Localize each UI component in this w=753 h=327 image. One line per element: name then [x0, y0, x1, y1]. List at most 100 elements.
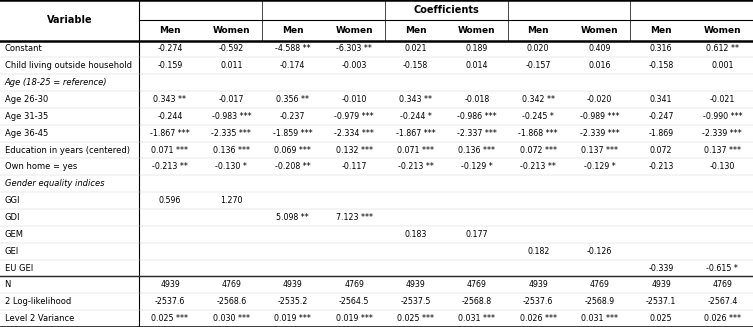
Text: -0.213 **: -0.213 ** — [398, 163, 434, 171]
Text: 0.136 ***: 0.136 *** — [213, 146, 250, 155]
Text: 0.019 ***: 0.019 *** — [336, 314, 373, 323]
Text: -2537.5: -2537.5 — [401, 297, 431, 306]
Text: -0.021: -0.021 — [709, 95, 735, 104]
Text: 0.409: 0.409 — [588, 44, 611, 54]
Text: -2535.2: -2535.2 — [278, 297, 308, 306]
Text: 7.123 ***: 7.123 *** — [336, 213, 373, 222]
Text: 0.071 ***: 0.071 *** — [397, 146, 434, 155]
Text: 0.031 ***: 0.031 *** — [459, 314, 495, 323]
Text: -0.244 *: -0.244 * — [400, 112, 431, 121]
Text: Men: Men — [527, 26, 549, 35]
Text: 0.026 ***: 0.026 *** — [520, 314, 556, 323]
Text: 4769: 4769 — [221, 280, 241, 289]
Text: Coefficients: Coefficients — [413, 5, 479, 15]
Text: Constant: Constant — [5, 44, 42, 54]
Text: EU GEI: EU GEI — [5, 264, 33, 272]
Text: Level 2 Variance: Level 2 Variance — [5, 314, 74, 323]
Text: 0.011: 0.011 — [220, 61, 242, 70]
Text: -2.339 ***: -2.339 *** — [703, 129, 742, 138]
Text: -4.588 **: -4.588 ** — [275, 44, 310, 54]
Text: -1.859 ***: -1.859 *** — [273, 129, 312, 138]
Text: GDI: GDI — [5, 213, 20, 222]
Text: 0.025: 0.025 — [650, 314, 672, 323]
Text: -0.003: -0.003 — [341, 61, 367, 70]
Text: -0.174: -0.174 — [280, 61, 306, 70]
Text: 4939: 4939 — [160, 280, 180, 289]
Text: -0.983 ***: -0.983 *** — [212, 112, 252, 121]
Text: -0.126: -0.126 — [587, 247, 612, 256]
Text: Women: Women — [703, 26, 741, 35]
Text: Age 36-45: Age 36-45 — [5, 129, 47, 138]
Text: 0.001: 0.001 — [711, 61, 733, 70]
Text: -0.130: -0.130 — [709, 163, 735, 171]
Text: -0.129 *: -0.129 * — [461, 163, 492, 171]
Text: Education in years (centered): Education in years (centered) — [5, 146, 130, 155]
Text: -0.213 **: -0.213 ** — [520, 163, 556, 171]
Text: -2568.9: -2568.9 — [584, 297, 614, 306]
Text: -0.274: -0.274 — [157, 44, 183, 54]
Text: 0.072 ***: 0.072 *** — [520, 146, 556, 155]
Text: 0.177: 0.177 — [465, 230, 488, 239]
Text: -1.867 ***: -1.867 *** — [150, 129, 190, 138]
Text: Men: Men — [650, 26, 672, 35]
Text: 0.137 ***: 0.137 *** — [704, 146, 741, 155]
Text: -0.018: -0.018 — [464, 95, 489, 104]
Text: -0.117: -0.117 — [341, 163, 367, 171]
Text: Variable: Variable — [47, 15, 93, 25]
Text: -1.869: -1.869 — [648, 129, 673, 138]
Text: -0.129 *: -0.129 * — [584, 163, 615, 171]
Text: -0.339: -0.339 — [648, 264, 674, 272]
Text: 0.025 ***: 0.025 *** — [151, 314, 188, 323]
Text: -2567.4: -2567.4 — [707, 297, 737, 306]
Text: 0.020: 0.020 — [527, 44, 550, 54]
Text: Women: Women — [458, 26, 495, 35]
Text: 4769: 4769 — [467, 280, 486, 289]
Text: -0.010: -0.010 — [341, 95, 367, 104]
Text: 0.343 **: 0.343 ** — [154, 95, 187, 104]
Text: -0.158: -0.158 — [648, 61, 674, 70]
Text: 4939: 4939 — [529, 280, 548, 289]
Text: -2537.6: -2537.6 — [155, 297, 185, 306]
Text: 0.356 **: 0.356 ** — [276, 95, 309, 104]
Text: 5.098 **: 5.098 ** — [276, 213, 309, 222]
Text: 0.132 ***: 0.132 *** — [336, 146, 373, 155]
Text: -0.159: -0.159 — [157, 61, 183, 70]
Text: Age 31-35: Age 31-35 — [5, 112, 47, 121]
Text: -2.337 ***: -2.337 *** — [457, 129, 497, 138]
Text: -1.868 ***: -1.868 *** — [518, 129, 558, 138]
Text: Age 26-30: Age 26-30 — [5, 95, 47, 104]
Text: Own home = yes: Own home = yes — [5, 163, 77, 171]
Text: -0.990 ***: -0.990 *** — [703, 112, 742, 121]
Text: GGI: GGI — [5, 196, 20, 205]
Text: -0.245 *: -0.245 * — [523, 112, 554, 121]
Text: -2.339 ***: -2.339 *** — [580, 129, 620, 138]
Text: 0.016: 0.016 — [588, 61, 611, 70]
Text: 0.019 ***: 0.019 *** — [274, 314, 311, 323]
Text: -0.157: -0.157 — [526, 61, 551, 70]
Text: -0.592: -0.592 — [218, 44, 244, 54]
Text: 4769: 4769 — [590, 280, 609, 289]
Text: -0.020: -0.020 — [587, 95, 612, 104]
Text: Age (18-25 = reference): Age (18-25 = reference) — [5, 78, 107, 87]
Text: Women: Women — [335, 26, 373, 35]
Text: Gender equality indices: Gender equality indices — [5, 179, 104, 188]
Text: 0.136 ***: 0.136 *** — [459, 146, 495, 155]
Text: -0.017: -0.017 — [218, 95, 244, 104]
Text: 0.343 **: 0.343 ** — [399, 95, 432, 104]
Text: -0.213 **: -0.213 ** — [152, 163, 188, 171]
Text: 4939: 4939 — [651, 280, 671, 289]
Text: Men: Men — [404, 26, 426, 35]
Text: -0.158: -0.158 — [403, 61, 428, 70]
Text: GEI: GEI — [5, 247, 19, 256]
Text: 0.031 ***: 0.031 *** — [581, 314, 618, 323]
Text: -0.130 *: -0.130 * — [215, 163, 247, 171]
Text: -0.213: -0.213 — [648, 163, 674, 171]
Text: 4939: 4939 — [406, 280, 425, 289]
Text: -6.303 **: -6.303 ** — [336, 44, 372, 54]
Text: Women: Women — [581, 26, 618, 35]
Text: 4939: 4939 — [283, 280, 303, 289]
Text: 0.069 ***: 0.069 *** — [274, 146, 311, 155]
Text: GEM: GEM — [5, 230, 23, 239]
Text: 1.270: 1.270 — [220, 196, 242, 205]
Text: -2537.6: -2537.6 — [523, 297, 553, 306]
